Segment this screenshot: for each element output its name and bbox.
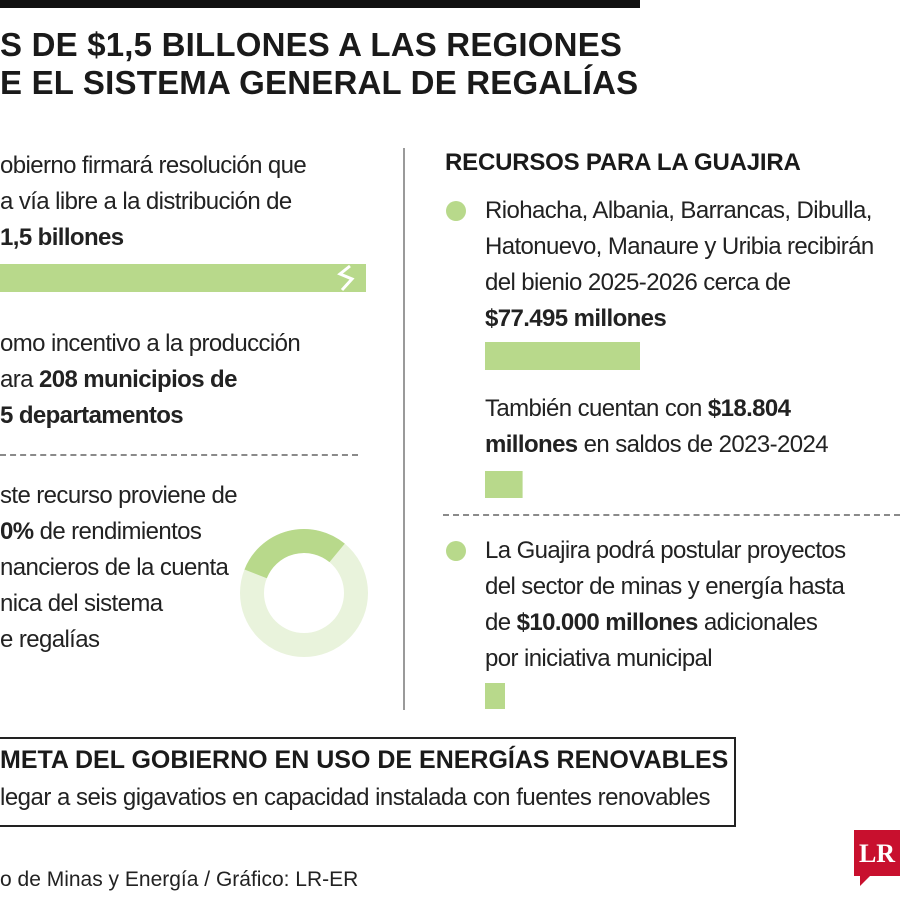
left-block-2: omo incentivo a la producción ara 208 mu… <box>0 326 301 434</box>
right-item-2-post: adicionales <box>697 609 818 636</box>
top-rule <box>0 0 640 8</box>
bar-guajira <box>485 342 640 370</box>
right-item-1-amount: $77.495 millones <box>485 305 667 332</box>
left-block-3-percent: 0% <box>0 518 34 545</box>
left-block-3-line-3: nancieros de la cuenta <box>0 554 229 581</box>
left-block-1-amount: 1,5 billones <box>0 224 124 251</box>
total-bar-svg <box>0 264 366 292</box>
right-note-pre: También cuentan con <box>485 395 708 422</box>
title-line-2: E EL SISTEMA GENERAL DE REGALÍAS <box>0 64 639 101</box>
title-line-1: S DE $1,5 BILLONES A LAS REGIONES <box>0 26 623 63</box>
bullet-dot-2 <box>446 541 466 561</box>
left-block-2-line-2-pre: ara <box>0 366 39 393</box>
right-note-post: en saldos de 2023-2024 <box>577 431 829 458</box>
left-block-3: ste recurso proviene de 0% de rendimient… <box>0 478 238 658</box>
right-item-1: Riohacha, Albania, Barrancas, Dibulla, H… <box>485 193 874 337</box>
right-bars-svg <box>485 342 640 498</box>
bullet-dot-1 <box>446 201 466 221</box>
right-item-2-line-1: La Guajira podrá postular proyectos <box>485 537 846 564</box>
right-item-1-line-2: Hatonuevo, Manaure y Uribia recibirán <box>485 233 874 260</box>
donut-chart <box>240 529 368 657</box>
left-block-3-line-4: nica del sistema <box>0 590 163 617</box>
logo-text: LR <box>859 839 895 868</box>
right-item-2-pre: de <box>485 609 517 636</box>
renewables-box <box>0 737 736 827</box>
bar-total <box>0 264 366 292</box>
left-block-1-line-1: obierno firmará resolución que <box>0 152 307 179</box>
source-note: o de Minas y Energía / Gráfico: LR-ER <box>0 868 359 891</box>
renewables-title: META DEL GOBIERNO EN USO DE ENERGÍAS REN… <box>0 746 729 774</box>
left-block-3-line-5: e regalías <box>0 626 100 653</box>
left-block-3-line-1: ste recurso proviene de <box>0 482 238 509</box>
donut-slice <box>244 529 345 579</box>
page-title: S DE $1,5 BILLONES A LAS REGIONES E EL S… <box>0 26 900 102</box>
lr-logo-icon: LR <box>854 830 900 886</box>
column-divider <box>403 148 405 710</box>
left-block-3-line-2-post: de rendimientos <box>33 518 202 545</box>
left-block-2-line-1: omo incentivo a la producción <box>0 330 301 357</box>
left-divider <box>0 454 358 456</box>
bar-proyectos <box>485 683 505 709</box>
left-block-1-line-2: a vía libre a la distribución de <box>0 188 292 215</box>
right-item-2: La Guajira podrá postular proyectos del … <box>485 533 846 677</box>
right-item-1-line-3: del bienio 2025-2026 cerca de <box>485 269 791 296</box>
left-block-1: obierno firmará resolución que a vía lib… <box>0 148 307 256</box>
renewables-subtitle: legar a seis gigavatios en capacidad ins… <box>0 784 711 811</box>
right-divider <box>443 514 900 516</box>
left-block-2-municipios: 208 municipios de <box>38 366 237 393</box>
right-note-millones: millones <box>485 431 578 458</box>
bar-break-icon <box>337 264 355 292</box>
right-note-amount: $18.804 <box>707 395 791 422</box>
right-item-2-amount: $10.000 millones <box>516 609 699 636</box>
right-item-2-line-4: por iniciativa municipal <box>485 645 713 672</box>
right-heading: RECURSOS PARA LA GUAJIRA <box>445 149 801 176</box>
left-block-2-departamentos: 5 departamentos <box>0 402 184 429</box>
right-item-1-line-1: Riohacha, Albania, Barrancas, Dibulla, <box>485 197 872 224</box>
right-item-1-note: También cuentan con $18.804 millones en … <box>485 391 829 463</box>
right-item-2-line-2: del sector de minas y energía hasta <box>485 573 845 600</box>
bar-proyectos-svg <box>485 683 505 709</box>
bar-saldos <box>485 471 523 498</box>
